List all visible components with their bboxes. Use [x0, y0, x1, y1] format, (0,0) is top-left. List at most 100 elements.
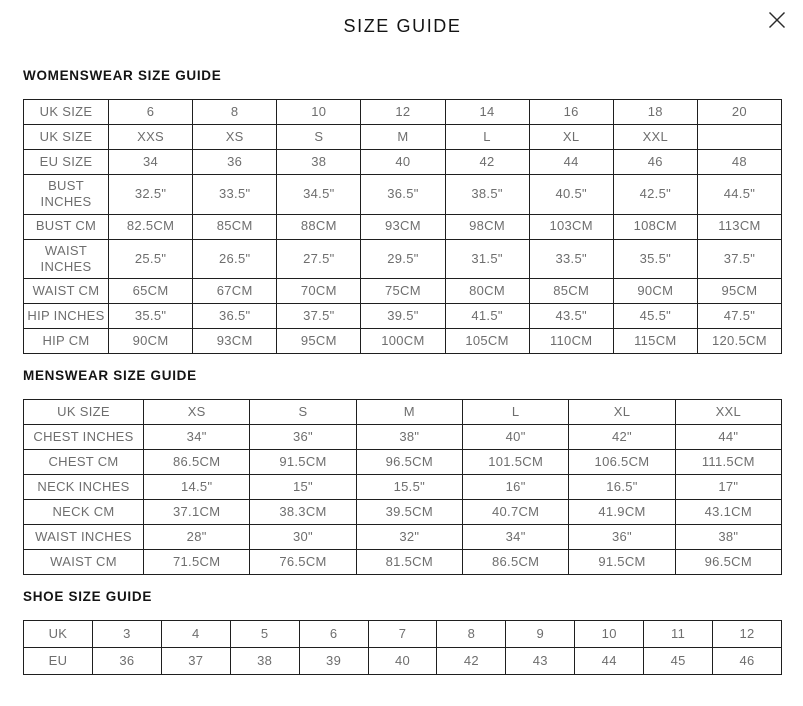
table-cell: 38 [229, 647, 300, 675]
table-cell: 35.5" [107, 303, 194, 329]
size-guide-section: SHOE SIZE GUIDE UK 3 4 5 6 7 8 9 10 11 12 EU 36 37 38 3… [23, 589, 782, 675]
row-label-cell: UK [23, 620, 93, 648]
table-cell: 42 [436, 647, 507, 675]
table-cell: 103CM [528, 213, 614, 240]
size-table: UK 3 4 5 6 7 8 9 10 11 12 EU 36 37 38 39 40 42 43 44 45 46 [23, 620, 782, 675]
table-cell: 85CM [528, 278, 614, 304]
table-cell: 40" [461, 424, 570, 450]
table-cell: 46 [712, 647, 782, 675]
table-row: UK SIZE XXS XS S M L XL XXL [23, 124, 783, 150]
table-row: UK 3 4 5 6 7 8 9 10 11 12 [23, 620, 782, 648]
table-cell: 18 [612, 99, 698, 125]
table-cell: 111.5CM [674, 449, 783, 475]
row-label-cell: CHEST CM [23, 449, 144, 475]
table-cell: 90CM [612, 278, 698, 304]
table-cell: 26.5" [192, 238, 278, 279]
table-cell: 106.5CM [568, 449, 676, 475]
table-row: EU 36 37 38 39 40 42 43 44 45 46 [23, 647, 782, 675]
table-cell: 45.5" [612, 303, 698, 329]
table-cell: 28" [142, 524, 251, 550]
table-cell: 5 [229, 620, 300, 648]
table-cell: M [360, 124, 446, 150]
size-guide-sections: WOMENSWEAR SIZE GUIDE UK SIZE 6 8 10 12 14 16 1… [23, 68, 783, 675]
table-cell: 71.5CM [142, 549, 251, 575]
row-label-cell: WAIST INCHES [23, 238, 109, 279]
table-cell: XS [142, 399, 251, 425]
row-label-cell: HIP CM [23, 328, 109, 354]
table-cell: XXL [674, 399, 783, 425]
row-label-cell: UK SIZE [23, 124, 109, 150]
table-cell: 14.5" [142, 474, 251, 500]
table-cell: 86.5CM [461, 549, 570, 575]
table-cell: 47.5" [696, 303, 783, 329]
row-label-cell: WAIST CM [23, 549, 144, 575]
table-cell: 76.5CM [249, 549, 357, 575]
table-row: WAIST CM 71.5CM 76.5CM 81.5CM 86.5CM 91.5CM 96… [23, 549, 783, 575]
table-cell: 8 [436, 620, 507, 648]
table-cell: 86.5CM [142, 449, 251, 475]
page-title: SIZE GUIDE [343, 16, 462, 36]
row-label-cell: WAIST CM [23, 278, 109, 304]
row-label-cell: NECK INCHES [23, 474, 144, 500]
table-cell: 10 [276, 99, 362, 125]
table-cell: 7 [367, 620, 438, 648]
table-cell: 98CM [444, 213, 530, 240]
table-cell: 120.5CM [696, 328, 783, 354]
table-cell: 91.5CM [568, 549, 676, 575]
table-cell: 41.9CM [568, 499, 676, 525]
table-cell: 36.5" [360, 174, 446, 215]
table-row: CHEST CM 86.5CM 91.5CM 96.5CM 101.5CM 106.5CM… [23, 449, 783, 475]
table-cell: 67CM [192, 278, 278, 304]
table-cell: 30" [249, 524, 357, 550]
table-cell [696, 124, 783, 150]
table-cell: 85CM [192, 213, 278, 240]
table-cell: 90CM [107, 328, 194, 354]
table-cell: 20 [696, 99, 783, 125]
table-cell: 16 [528, 99, 614, 125]
section-heading: WOMENSWEAR SIZE GUIDE [23, 68, 222, 83]
table-cell: 37.5" [696, 238, 783, 279]
table-row: BUST INCHES 32.5" 33.5" 34.5" 36.5" 38.5" 40.5… [23, 174, 783, 215]
table-cell: 43 [505, 647, 576, 675]
table-cell: 36 [192, 149, 278, 175]
section-heading: MENSWEAR SIZE GUIDE [23, 368, 197, 383]
table-cell: 34" [142, 424, 251, 450]
table-cell: 32" [355, 524, 463, 550]
table-cell: 37.5" [276, 303, 362, 329]
table-cell: 42.5" [612, 174, 698, 215]
table-cell: 34 [107, 149, 194, 175]
table-cell: 36.5" [192, 303, 278, 329]
table-row: HIP INCHES 35.5" 36.5" 37.5" 39.5" 41.5" 43.5"… [23, 303, 783, 329]
table-cell: 15.5" [355, 474, 463, 500]
table-cell: 9 [505, 620, 576, 648]
table-cell: 96.5CM [355, 449, 463, 475]
size-table: UK SIZE XS S M L XL XXL CHEST INCHES 34" 36" 38" 40… [23, 399, 783, 575]
table-cell: 12 [360, 99, 446, 125]
table-cell: 31.5" [444, 238, 530, 279]
table-cell: 44 [574, 647, 645, 675]
row-label-cell: UK SIZE [23, 99, 109, 125]
table-cell: 88CM [276, 213, 362, 240]
table-cell: 40 [367, 647, 438, 675]
table-cell: 42 [444, 149, 530, 175]
table-cell: 44 [528, 149, 614, 175]
table-cell: XXL [612, 124, 698, 150]
table-cell: 43.5" [528, 303, 614, 329]
row-label-cell: NECK CM [23, 499, 144, 525]
table-cell: 33.5" [528, 238, 614, 279]
table-cell: 113CM [696, 213, 783, 240]
table-cell: 29.5" [360, 238, 446, 279]
table-cell: 65CM [107, 278, 194, 304]
size-guide-section: WOMENSWEAR SIZE GUIDE UK SIZE 6 8 10 12 14 16 1… [23, 68, 783, 354]
table-row: EU SIZE 34 36 38 40 42 44 46 48 [23, 149, 783, 175]
table-cell: 93CM [192, 328, 278, 354]
table-cell: 33.5" [192, 174, 278, 215]
table-cell: 37.1CM [142, 499, 251, 525]
table-cell: 10 [574, 620, 645, 648]
close-button[interactable] [762, 5, 792, 35]
table-row: NECK CM 37.1CM 38.3CM 39.5CM 40.7CM 41.9CM 43.… [23, 499, 783, 525]
table-cell: 81.5CM [355, 549, 463, 575]
table-row: NECK INCHES 14.5" 15" 15.5" 16" 16.5" 17" [23, 474, 783, 500]
table-cell: 105CM [444, 328, 530, 354]
table-cell: 44" [674, 424, 783, 450]
